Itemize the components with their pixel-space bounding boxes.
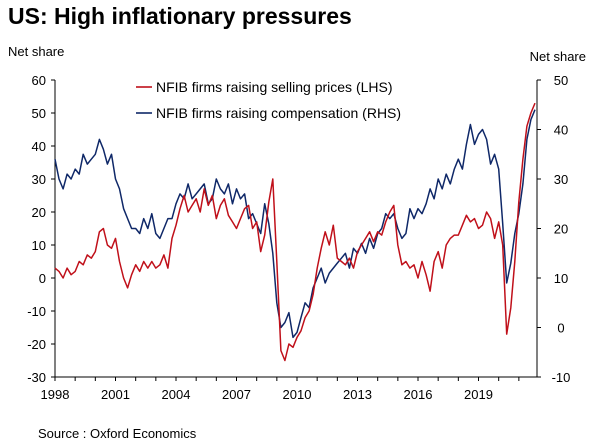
x-tick-label: 2004	[162, 387, 191, 402]
y-left-tick-label: -10	[27, 304, 46, 319]
y-left-tick-label: 40	[32, 139, 46, 154]
legend-label: NFIB firms raising compensation (RHS)	[156, 105, 401, 121]
y-right-tick-label: 40	[554, 123, 568, 138]
legend-label: NFIB firms raising selling prices (LHS)	[156, 79, 393, 95]
chart-title: US: High inflationary pressures	[8, 3, 352, 29]
y-left-tick-label: -20	[27, 337, 46, 352]
x-tick-label: 2019	[464, 387, 493, 402]
y-left-tick-label: 20	[32, 205, 46, 220]
y-axis-left-title: Net share	[8, 44, 65, 59]
y-right-tick-label: -10	[552, 370, 571, 385]
y-right-tick-label: 0	[557, 321, 564, 336]
series-line-compensation	[54, 109, 536, 339]
y-left-tick-label: 60	[32, 73, 46, 88]
y-left-tick-label: -30	[27, 370, 46, 385]
y-right-tick-label: 50	[554, 73, 568, 88]
x-tick-label: 2013	[343, 387, 372, 402]
series-line-selling-prices	[54, 102, 536, 362]
x-tick-label: 2010	[283, 387, 312, 402]
y-axis-right-title: Net share	[529, 49, 586, 64]
x-tick-label: 2016	[404, 387, 433, 402]
y-right-tick-label: 30	[554, 172, 568, 187]
y-right-tick-label: 10	[554, 271, 568, 286]
source-note: Source : Oxford Economics	[38, 426, 197, 441]
x-tick-label: 2007	[222, 387, 251, 402]
y-right-tick-label: 20	[554, 222, 568, 237]
y-left-tick-label: 10	[32, 238, 46, 253]
x-tick-label: 1998	[41, 387, 70, 402]
y-left-tick-label: 30	[32, 172, 46, 187]
x-tick-label: 2001	[101, 387, 130, 402]
y-left-tick-label: 50	[32, 106, 46, 121]
y-left-tick-label: 0	[39, 271, 46, 286]
